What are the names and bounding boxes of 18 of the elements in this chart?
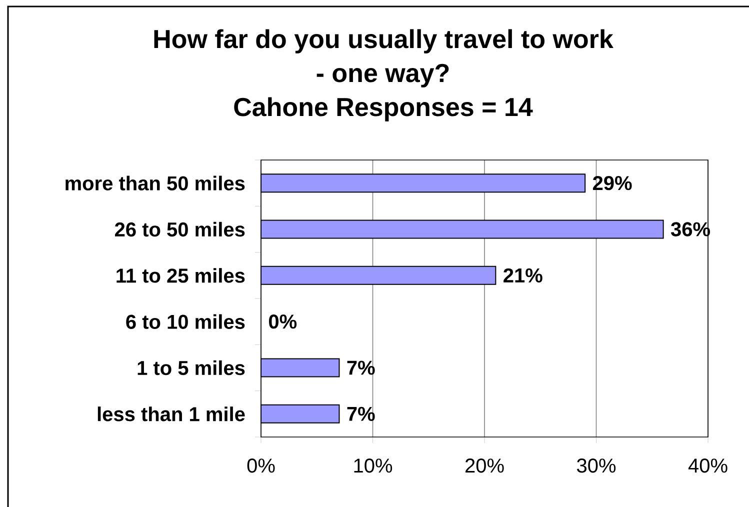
chart-subtitle: Cahone Responses = 14 xyxy=(234,97,533,122)
data-label: 21% xyxy=(504,268,542,282)
x-tick-label: 40% xyxy=(688,458,728,473)
x-tick-label: 20% xyxy=(465,458,504,473)
data-label: 7% xyxy=(347,360,375,375)
y-tick-label: 26 to 50 miles xyxy=(114,222,245,237)
data-label: 29% xyxy=(592,176,632,190)
x-tick-label: 10% xyxy=(354,458,392,473)
data-label: 0% xyxy=(268,314,297,329)
y-tick-label: 1 to 5 miles xyxy=(138,360,245,376)
y-tick-label: 6 to 10 miles xyxy=(126,314,245,329)
data-label: 7% xyxy=(347,406,375,421)
chart-title: How far do you usually travel to work - one way? xyxy=(154,29,614,88)
x-tick-label: 0% xyxy=(247,458,275,473)
y-tick-label: 11 to 25 miles xyxy=(116,268,245,283)
x-tick-label: 30% xyxy=(577,458,616,473)
y-tick-label: more than 50 miles xyxy=(66,176,245,190)
y-tick-label: less than 1 mile xyxy=(98,406,245,422)
